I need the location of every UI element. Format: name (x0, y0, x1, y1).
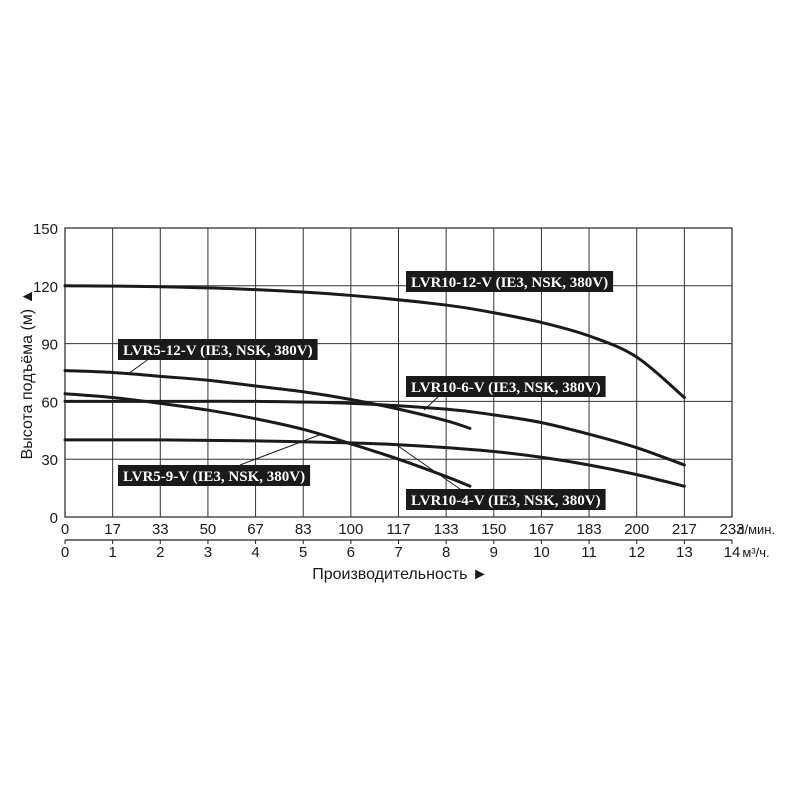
curve-lvr10-6-v (63, 399, 686, 467)
x-tick-label-m3h: 12 (628, 544, 645, 561)
x-tick-label-lmin: 117 (387, 521, 411, 538)
leader-line (397, 445, 461, 490)
x-tick-label-lmin: 183 (577, 521, 602, 538)
y-tick-label: 150 (33, 221, 58, 238)
x-tick-label-m3h: 8 (442, 544, 450, 561)
x-tick-label-m3h: 10 (533, 544, 550, 561)
x-tick-labels-m3h: 0 1 2 3 4 5 6 7 8 9 10 11 12 13 14 (61, 544, 741, 561)
y-tick-label: 60 (41, 394, 58, 411)
x-tick-labels-lmin: 0 17 33 50 67 83 100 117 133 150 167 183 200 217 233 (61, 521, 745, 538)
series-label: LVR5-9-V (IE3, NSK, 380V) (118, 465, 311, 486)
leader-line (239, 433, 323, 466)
series-label-box (406, 489, 606, 510)
y-tick-label: 90 (41, 337, 58, 354)
x-tick-label-lmin: 217 (672, 521, 697, 538)
pump-curves (63, 284, 686, 488)
series-label-text: LVR10-12-V (IE3, NSK, 380V) (411, 275, 608, 291)
series-labels: LVR10-12-V (IE3, NSK, 380V) LVR5-12-V (IE… (118, 271, 614, 510)
series-label-text: LVR10-6-V (IE3, NSK, 380V) (411, 380, 601, 396)
x-unit-lmin: л/мин. (737, 522, 775, 537)
y-tick-labels: 0 30 60 90 120 150 (33, 221, 58, 527)
series-label: LVR10-6-V (IE3, NSK, 380V) (406, 376, 606, 397)
x-tick-label-lmin: 100 (338, 521, 363, 538)
label-leader-lines (127, 287, 491, 490)
x-tick-label-m3h: 5 (299, 544, 307, 561)
leader-line (127, 357, 151, 375)
series-label-box (118, 465, 311, 486)
x-tick-label-m3h: 4 (251, 544, 259, 561)
x-tick-label-m3h: 3 (204, 544, 212, 561)
series-label-text: LVR5-12-V (IE3, NSK, 380V) (123, 343, 313, 359)
x-tick-label-m3h: 2 (156, 544, 164, 561)
x-unit-m3h: м³/ч. (742, 545, 769, 560)
x-tick-label-lmin: 200 (624, 521, 649, 538)
y-tick-label: 30 (41, 452, 58, 469)
x-tick-label-lmin: 150 (481, 521, 506, 538)
x-tick-label-m3h: 0 (61, 544, 69, 561)
leader-line (423, 394, 441, 411)
x-tick-label-m3h: 11 (581, 544, 597, 561)
curve-lvr10-12-v (63, 284, 686, 400)
grid (64, 227, 733, 544)
x-tick-label-lmin: 33 (152, 521, 169, 538)
x-tick-label-m3h: 6 (347, 544, 355, 561)
x-tick-label-lmin: 50 (200, 521, 217, 538)
x-tick-label-lmin: 83 (295, 521, 312, 538)
curve-lvr5-9-v (63, 392, 472, 488)
x-axis-title: Производительность ► (312, 566, 488, 583)
x-tick-label-m3h: 13 (676, 544, 693, 561)
x-tick-label-lmin: 67 (247, 521, 264, 538)
x-tick-label-m3h: 9 (490, 544, 498, 561)
x-tick-label-lmin: 0 (61, 521, 69, 538)
y-tick-label: 0 (50, 510, 58, 527)
series-label: LVR10-4-V (IE3, NSK, 380V) (406, 489, 606, 510)
x-tick-label-m3h: 7 (394, 544, 402, 561)
x-tick-label-lmin: 167 (529, 521, 554, 538)
curve-lvr5-12-v (63, 369, 472, 430)
x-tick-label-m3h: 1 (108, 544, 116, 561)
series-label-text: LVR10-4-V (IE3, NSK, 380V) (411, 493, 601, 509)
x-tick-label-lmin: 233 (719, 521, 744, 538)
series-label-text: LVR5-9-V (IE3, NSK, 380V) (123, 469, 305, 485)
series-label-box (118, 339, 318, 360)
y-tick-label: 120 (33, 279, 58, 296)
x-tick-label-lmin: 17 (104, 521, 121, 538)
y-axis-title: Высота подъёма (м) ▲ (19, 289, 36, 460)
series-label-box (406, 376, 606, 397)
series-label: LVR10-12-V (IE3, NSK, 380V) (406, 271, 614, 292)
x-tick-label-m3h: 14 (724, 544, 741, 561)
x-tick-label-lmin: 133 (434, 521, 459, 538)
curve-lvr10-4-v (63, 438, 686, 488)
series-label-box (406, 271, 614, 292)
series-label: LVR5-12-V (IE3, NSK, 380V) (118, 339, 318, 360)
